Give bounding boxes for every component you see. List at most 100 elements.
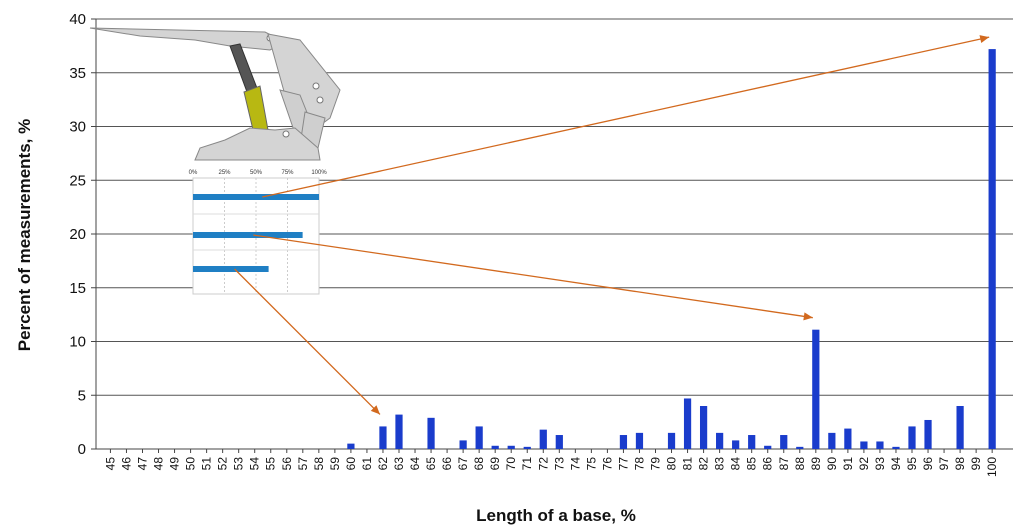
excavator-arm-icon bbox=[89, 27, 341, 161]
bar bbox=[459, 440, 467, 449]
x-tick-label: 100 bbox=[985, 457, 999, 477]
x-tick-label: 59 bbox=[328, 457, 342, 471]
y-tick-label: 20 bbox=[69, 226, 86, 243]
x-tick-label: 86 bbox=[761, 457, 775, 471]
y-tick-label: 35 bbox=[69, 65, 86, 82]
x-tick-label: 45 bbox=[103, 457, 117, 471]
x-tick-label: 97 bbox=[937, 457, 951, 471]
bar bbox=[988, 49, 996, 449]
bar bbox=[924, 419, 932, 449]
x-tick-label: 55 bbox=[264, 457, 278, 471]
x-tick-label: 85 bbox=[745, 457, 759, 471]
x-tick-label: 92 bbox=[857, 457, 871, 471]
bar bbox=[395, 414, 403, 449]
y-tick-labels: 0 5 10 15 20 25 30 35 40 bbox=[69, 11, 86, 458]
bar bbox=[347, 443, 355, 449]
bar bbox=[780, 435, 788, 449]
x-tick-label: 51 bbox=[200, 457, 214, 471]
bar bbox=[844, 428, 852, 449]
x-tick-label: 57 bbox=[296, 457, 310, 471]
x-tick-label: 52 bbox=[216, 457, 230, 471]
x-tick-label: 54 bbox=[248, 457, 262, 471]
x-axis-title: Length of a base, % bbox=[476, 506, 636, 525]
x-tick-label: 80 bbox=[665, 457, 679, 471]
x-tick-label: 76 bbox=[600, 457, 614, 471]
x-tick-label: 75 bbox=[584, 457, 598, 471]
x-tick-label: 70 bbox=[504, 457, 518, 471]
x-tick-label: 77 bbox=[616, 457, 630, 471]
y-axis-title: Percent of measurements, % bbox=[15, 119, 34, 351]
x-tick-label: 99 bbox=[969, 457, 983, 471]
x-tick-label: 69 bbox=[488, 457, 502, 471]
x-tick-label: 53 bbox=[232, 457, 246, 471]
inset-mini-chart: 0% 25% 50% 75% 100% bbox=[189, 170, 327, 295]
bar bbox=[828, 432, 836, 449]
bar bbox=[812, 329, 820, 449]
x-tick-label: 81 bbox=[681, 457, 695, 471]
x-tick-label: 72 bbox=[536, 457, 550, 471]
x-tick-label: 68 bbox=[472, 457, 486, 471]
bar bbox=[507, 445, 515, 449]
bars bbox=[347, 49, 996, 449]
annotation-arrow bbox=[262, 36, 990, 198]
x-tick-label: 67 bbox=[456, 457, 470, 471]
x-tick-label: 48 bbox=[152, 457, 166, 471]
x-tick-label: 95 bbox=[905, 457, 919, 471]
bar bbox=[379, 426, 387, 449]
y-tick-label: 15 bbox=[69, 280, 86, 297]
bar bbox=[732, 440, 740, 449]
x-tick-labels: 45 46 47 48 49 50 51 52 53 54 55 56 57 58 59 60 61 62 63 64… bbox=[103, 449, 999, 477]
inset-bar bbox=[193, 232, 303, 238]
bar bbox=[475, 426, 483, 449]
x-tick-label: 91 bbox=[841, 457, 855, 471]
x-tick-label: 61 bbox=[360, 457, 374, 471]
bar bbox=[956, 406, 964, 449]
x-tick-label: 89 bbox=[809, 457, 823, 471]
y-tick-label: 30 bbox=[69, 119, 86, 136]
x-tick-label: 65 bbox=[424, 457, 438, 471]
inset-scale-label: 50% bbox=[250, 170, 263, 176]
x-tick-label: 46 bbox=[119, 457, 133, 471]
bar bbox=[796, 446, 804, 449]
arrowhead bbox=[979, 35, 990, 43]
inset-scale-label: 75% bbox=[281, 170, 294, 176]
x-tick-label: 56 bbox=[280, 457, 294, 471]
bar bbox=[619, 435, 628, 449]
x-tick-label: 74 bbox=[568, 457, 582, 471]
inset-scale-label: 25% bbox=[218, 170, 231, 176]
x-tick-label: 60 bbox=[344, 457, 358, 471]
bar bbox=[892, 446, 900, 449]
x-tick-label: 94 bbox=[889, 457, 903, 471]
inset-bar bbox=[193, 266, 269, 272]
x-tick-label: 83 bbox=[713, 457, 727, 471]
y-tick-label: 25 bbox=[69, 172, 86, 189]
x-tick-label: 88 bbox=[793, 457, 807, 471]
x-tick-label: 90 bbox=[825, 457, 839, 471]
bar bbox=[491, 445, 499, 449]
x-tick-label: 49 bbox=[168, 457, 182, 471]
bar bbox=[539, 429, 547, 449]
inset-bars bbox=[193, 194, 319, 272]
x-tick-label: 84 bbox=[729, 457, 743, 471]
bar bbox=[876, 441, 884, 449]
x-tick-label: 47 bbox=[135, 457, 149, 471]
bar bbox=[908, 426, 916, 449]
y-tick-label: 10 bbox=[69, 334, 86, 351]
inset-scale-label: 0% bbox=[189, 170, 198, 176]
arrowhead bbox=[803, 312, 813, 321]
bar bbox=[523, 446, 531, 449]
inset-scale-label: 100% bbox=[311, 170, 327, 176]
bar bbox=[860, 441, 868, 449]
y-tick-label: 40 bbox=[69, 11, 86, 28]
x-tick-label: 82 bbox=[697, 457, 711, 471]
bar bbox=[555, 435, 563, 449]
bar bbox=[748, 435, 756, 449]
bar bbox=[667, 432, 676, 449]
x-tick-label: 87 bbox=[777, 457, 791, 471]
annotation-arrow bbox=[253, 234, 813, 319]
annotation-arrows bbox=[234, 35, 990, 415]
x-tick-label: 66 bbox=[440, 457, 454, 471]
bar bbox=[427, 417, 435, 449]
x-tick-label: 79 bbox=[648, 457, 662, 471]
